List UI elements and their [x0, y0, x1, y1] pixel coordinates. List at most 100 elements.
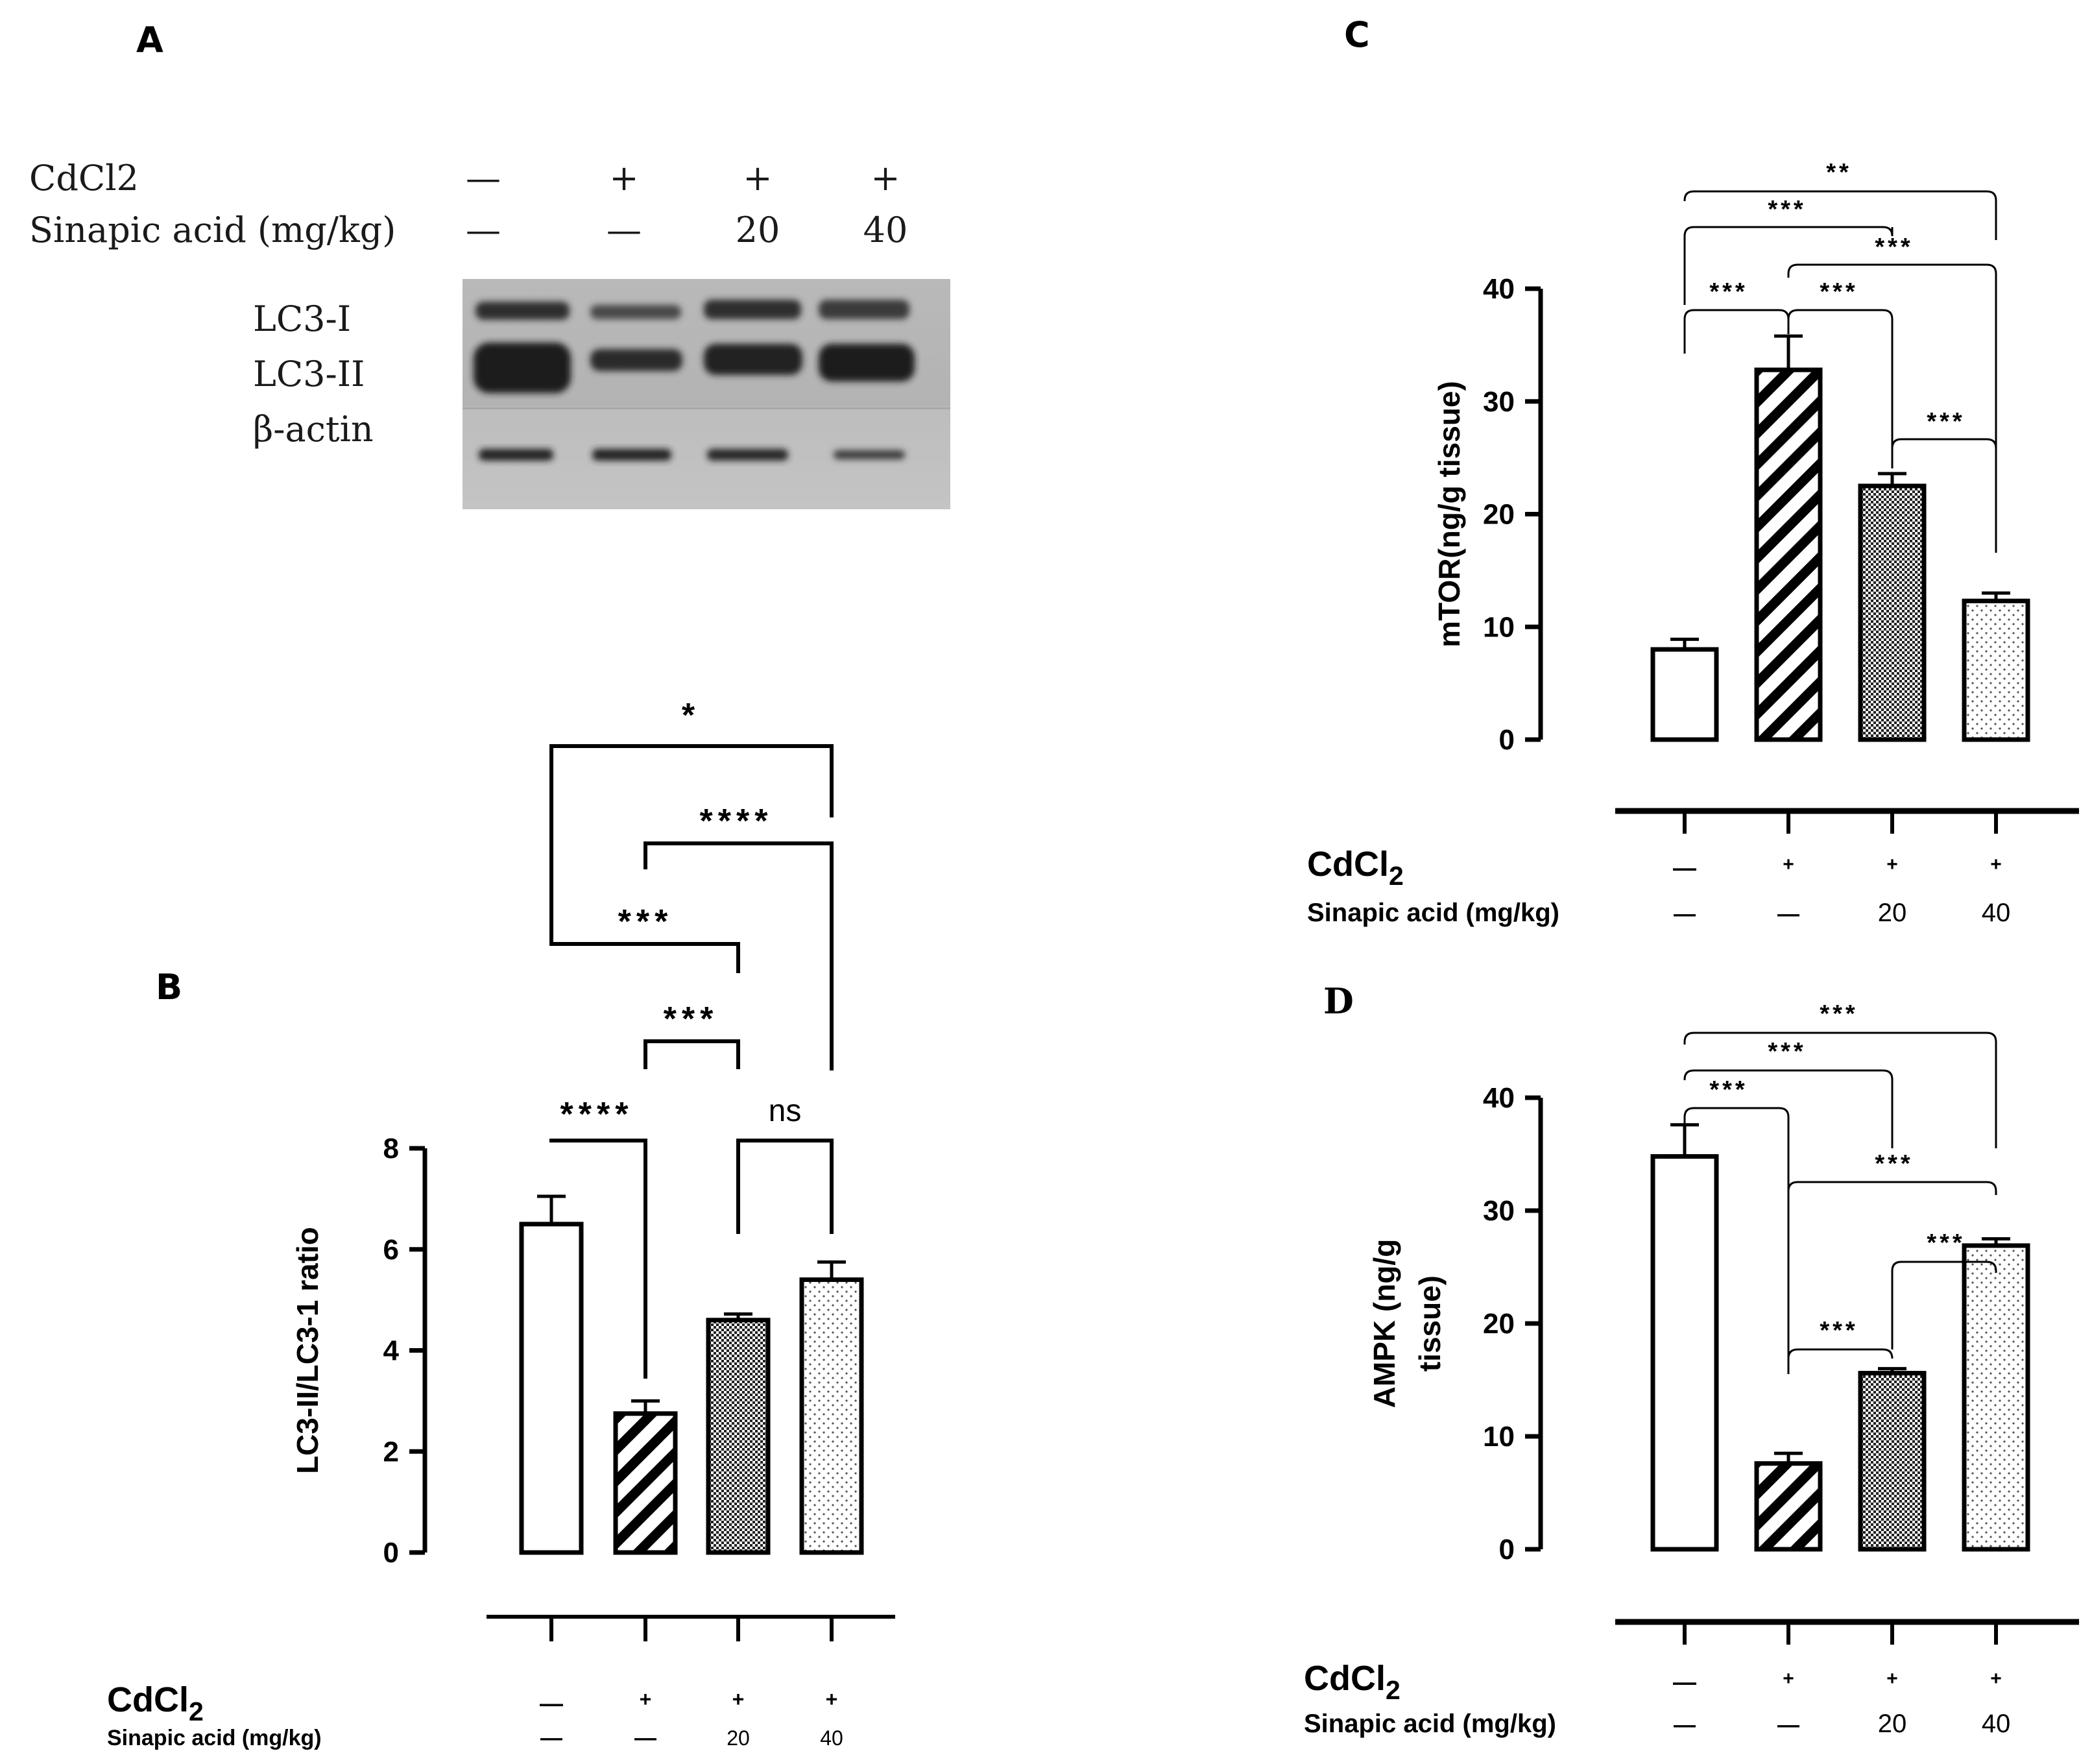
significance-label: ***: [1820, 278, 1858, 306]
error-bar: [1878, 472, 1906, 487]
sinapic-dose: 40: [1982, 1710, 2011, 1738]
treatment-row-label-sinapic-acid: Sinapic acid (mg/kg): [107, 1726, 322, 1750]
significance-label: ***: [1709, 278, 1748, 306]
sinapic-dose: 20: [727, 1726, 750, 1750]
significance-bracket: [1891, 1261, 1997, 1349]
significance-bracket: [549, 918, 740, 973]
bar: [1962, 1243, 2030, 1552]
band: [592, 449, 671, 461]
sinapic-dose: —: [1777, 1713, 1799, 1737]
y-tick-label: 2: [383, 1436, 399, 1468]
significance-bracket: [1683, 226, 1894, 305]
treatment-row-label-cdcl2: CdCl2: [1304, 1659, 1401, 1705]
y-tick-label: 30: [1483, 1195, 1515, 1227]
row-label-sinapic-acid: Sinapic acid (mg/kg): [29, 210, 396, 250]
band: [475, 302, 570, 320]
sinapic-dose: 40: [1982, 899, 2011, 927]
lc3-ii-bands: [474, 343, 915, 393]
panel-label-a: A: [136, 19, 163, 60]
significance-label: ****: [700, 803, 773, 840]
y-tick-label: 20: [1483, 499, 1515, 531]
bar: [1962, 598, 2030, 742]
significance-bracket: [1787, 1181, 1997, 1195]
chart-ampk: 0 10 20 30 40 AMPK (ng/g tissue) *** *** *** *** **…: [1304, 1000, 2079, 1738]
significance-bracket: [1683, 190, 1997, 240]
panel-label-d: D: [1323, 980, 1354, 1022]
y-tick-label: 0: [1499, 724, 1515, 756]
bar: [1754, 1461, 1823, 1552]
y-tick-label: 6: [383, 1234, 399, 1266]
y-tick-label: 0: [383, 1537, 399, 1569]
treatment-row-label-sinapic-acid: Sinapic acid (mg/kg): [1307, 899, 1559, 927]
error-bar: [1982, 1237, 2010, 1246]
sinapic-dose: —: [466, 210, 501, 250]
band: [474, 343, 571, 393]
significance-label: ***: [1820, 1317, 1858, 1344]
sinapic-dose: 40: [820, 1726, 843, 1750]
y-axis-label: AMPK (ng/g: [1367, 1239, 1401, 1408]
sinapic-dose: —: [540, 1726, 562, 1750]
band: [704, 344, 802, 375]
error-bar: [1878, 1367, 1906, 1373]
cdcl2-mark: +: [1783, 1668, 1794, 1689]
significance-bracket: [1683, 309, 1790, 354]
cdcl2-mark: +: [732, 1687, 745, 1711]
significance-label: ***: [1927, 408, 1965, 435]
bar: [1754, 367, 1823, 742]
significance-bracket: [1683, 1069, 1894, 1148]
error-bar: [537, 1194, 566, 1224]
significance-bracket: [549, 744, 834, 918]
lc3-i-bands: [475, 300, 909, 320]
cdcl2-mark: —: [1673, 854, 1696, 881]
y-tick-label: 4: [383, 1335, 400, 1367]
significance-label: ***: [1820, 1000, 1858, 1028]
band: [590, 349, 682, 371]
sinapic-dose: 20: [1878, 1710, 1907, 1738]
bar: [1650, 1154, 1719, 1552]
cdcl2-mark: +: [640, 1687, 652, 1711]
error-bar: [724, 1312, 752, 1320]
cdcl2-mark: +: [1990, 1668, 2002, 1689]
significance-label: **: [1826, 159, 1852, 186]
beta-actin-bands: [479, 449, 905, 461]
treatment-row-label-cdcl2: CdCl2: [107, 1680, 204, 1726]
error-bar: [631, 1399, 660, 1414]
significance-label: ***: [1875, 234, 1913, 261]
y-axis-label: LC3-II/LC3-1 ratio: [291, 1227, 324, 1474]
cdcl2-mark: +: [1990, 854, 2002, 875]
significance-label: ***: [1709, 1076, 1748, 1104]
subscript-2: 2: [1386, 1675, 1401, 1705]
cdcl2-mark: +: [826, 1687, 838, 1711]
significance-bracket: [1787, 309, 1894, 468]
error-bar: [1774, 1451, 1803, 1464]
y-tick-label: 40: [1483, 273, 1515, 305]
sinapic-dose: —: [1674, 902, 1696, 926]
cdcl2-mark: +: [609, 158, 638, 199]
y-tick-label: 10: [1483, 611, 1515, 643]
treatment-row-label-sinapic-acid: Sinapic acid (mg/kg): [1304, 1710, 1556, 1738]
blot-label-beta-actin: β-actin: [253, 409, 374, 450]
panel-a: A CdCl2 Sinapic acid (mg/kg) — + + + — —…: [29, 19, 950, 509]
panel-label-c: C: [1344, 14, 1370, 55]
y-tick-label: 30: [1483, 386, 1515, 418]
significance-label: ***: [618, 903, 673, 941]
cdcl2-mark: +: [743, 158, 772, 199]
western-blot-image: [463, 279, 950, 509]
y-axis-label: mTOR(ng/g tissue): [1432, 381, 1466, 647]
treatment-row-label-cdcl2: CdCl2: [1307, 845, 1404, 891]
bar: [1858, 483, 1927, 742]
blot-membrane-seam: [463, 407, 950, 409]
significance-bracket: [643, 841, 834, 1070]
y-tick-label: 10: [1483, 1421, 1515, 1453]
sinapic-dose: —: [607, 210, 642, 250]
error-bar: [1670, 1123, 1699, 1157]
sinapic-dose: 20: [1878, 899, 1907, 927]
significance-label: ***: [1768, 1038, 1806, 1065]
significance-label: ***: [1927, 1229, 1965, 1257]
significance-bracket: [643, 1039, 740, 1069]
band: [707, 449, 788, 461]
band: [819, 344, 915, 381]
significance-bracket: [1787, 263, 1997, 516]
cdcl2-mark: +: [1886, 854, 1898, 875]
